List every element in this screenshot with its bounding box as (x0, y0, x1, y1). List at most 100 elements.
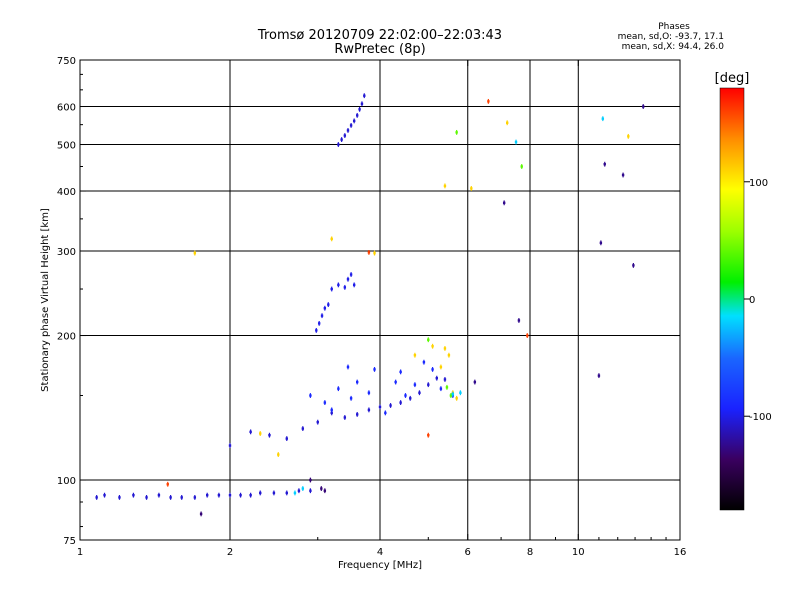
data-point-stem (444, 183, 446, 189)
data-point-stem (315, 327, 317, 333)
data-point-stem (277, 452, 279, 457)
data-point-stem (518, 318, 520, 323)
data-point-stem (273, 490, 275, 496)
data-point-stem (526, 333, 528, 338)
data-point-stem (259, 490, 261, 496)
data-point-stem (404, 393, 407, 398)
y-tick-label: 200 (57, 332, 76, 343)
data-point-stem (347, 128, 349, 133)
data-point-stem (324, 305, 326, 311)
data-point-stem (452, 391, 454, 397)
x-tick-label: 10 (572, 547, 585, 558)
data-point-stem (487, 98, 489, 104)
data-point-stem (431, 367, 434, 372)
data-point-stem (358, 106, 361, 112)
data-point-stem (470, 186, 472, 191)
data-point-stem (444, 346, 446, 351)
x-tick-label: 8 (527, 547, 533, 558)
data-point-stem (239, 492, 242, 498)
data-point-stem (318, 320, 320, 326)
data-point-stem (627, 133, 629, 139)
data-point-stem (353, 118, 355, 124)
colorbar-tick-label: -100 (749, 412, 772, 423)
data-point-stem (427, 382, 429, 388)
phase-stats-x: mean, sd,X: 94.4, 26.0 (621, 42, 724, 52)
data-point-stem (309, 488, 312, 494)
data-point-stem (459, 390, 462, 396)
data-point-stem (356, 112, 358, 118)
data-point-stem (456, 395, 458, 401)
data-point-stem (132, 492, 135, 498)
x-tick-label: 1 (77, 547, 83, 558)
data-point-stem (350, 123, 352, 128)
data-point-stem (200, 511, 202, 517)
data-point-stem (286, 490, 288, 496)
y-tick-label: 300 (57, 247, 76, 258)
data-point-stem (598, 373, 600, 379)
data-point-stem (229, 443, 231, 448)
data-points (95, 93, 645, 517)
data-point-stem (350, 272, 352, 277)
data-point-stem (409, 395, 411, 401)
data-point-stem (414, 382, 416, 388)
data-point-stem (363, 93, 365, 99)
data-point-stem (167, 481, 169, 487)
data-point-stem (327, 302, 329, 307)
x-tick-label: 16 (674, 547, 687, 558)
data-point-stem (194, 250, 196, 256)
data-point-stem (642, 104, 644, 109)
data-point-stem (344, 284, 346, 290)
data-point-stem (250, 429, 252, 435)
data-point-stem (259, 431, 261, 436)
data-point-stem (96, 495, 98, 500)
data-point-stem (361, 101, 363, 107)
y-tick-label: 500 (57, 141, 76, 152)
data-point-stem (448, 352, 450, 358)
data-point-stem (632, 262, 634, 268)
data-point-stem (347, 276, 349, 282)
data-point-stem (446, 384, 448, 390)
colorbar-tick-label: 100 (749, 178, 768, 189)
data-point-stem (324, 400, 326, 405)
colorbar-tick-label: 0 (749, 295, 755, 306)
data-point-stem (400, 369, 402, 375)
data-point-stem (341, 137, 343, 142)
data-point-stem (368, 407, 370, 413)
data-point-stem (431, 343, 434, 349)
data-point-stem (286, 436, 288, 441)
data-point-stem (118, 495, 121, 500)
data-point-stem (427, 432, 429, 438)
data-point-stem (302, 426, 304, 431)
colorbar-ticks: 100 0 -100 (744, 178, 772, 423)
data-point-stem (317, 419, 319, 425)
data-point-stem (321, 313, 323, 319)
data-point-stem (521, 164, 523, 169)
data-point-stem (506, 120, 508, 126)
data-point-stem (384, 410, 386, 416)
y-tick-label: 400 (57, 187, 76, 198)
data-point-stem (158, 492, 160, 498)
data-point-stem (103, 492, 106, 498)
data-point-stem (373, 367, 376, 372)
data-point-stem (622, 172, 624, 178)
gridlines (80, 60, 680, 540)
data-point-stem (602, 116, 604, 122)
x-tick-label: 6 (465, 547, 471, 558)
data-point-stem (347, 364, 349, 370)
data-point-stem (444, 377, 446, 382)
data-point-stem (294, 490, 296, 496)
data-point-stem (337, 142, 339, 147)
data-point-stem (450, 393, 452, 398)
data-point-stem (604, 161, 606, 167)
data-point-stem (331, 407, 333, 413)
data-point-stem (268, 432, 271, 438)
data-point-stem (389, 403, 392, 408)
data-point-stem (194, 495, 196, 500)
x-tick-label: 2 (227, 547, 233, 558)
data-point-stem (368, 250, 370, 255)
data-point-stem (181, 495, 183, 500)
data-point-stem (320, 486, 322, 491)
data-point-stem (170, 495, 172, 500)
y-axis-label: Stationary phase Virtual Height [km] (40, 208, 51, 392)
